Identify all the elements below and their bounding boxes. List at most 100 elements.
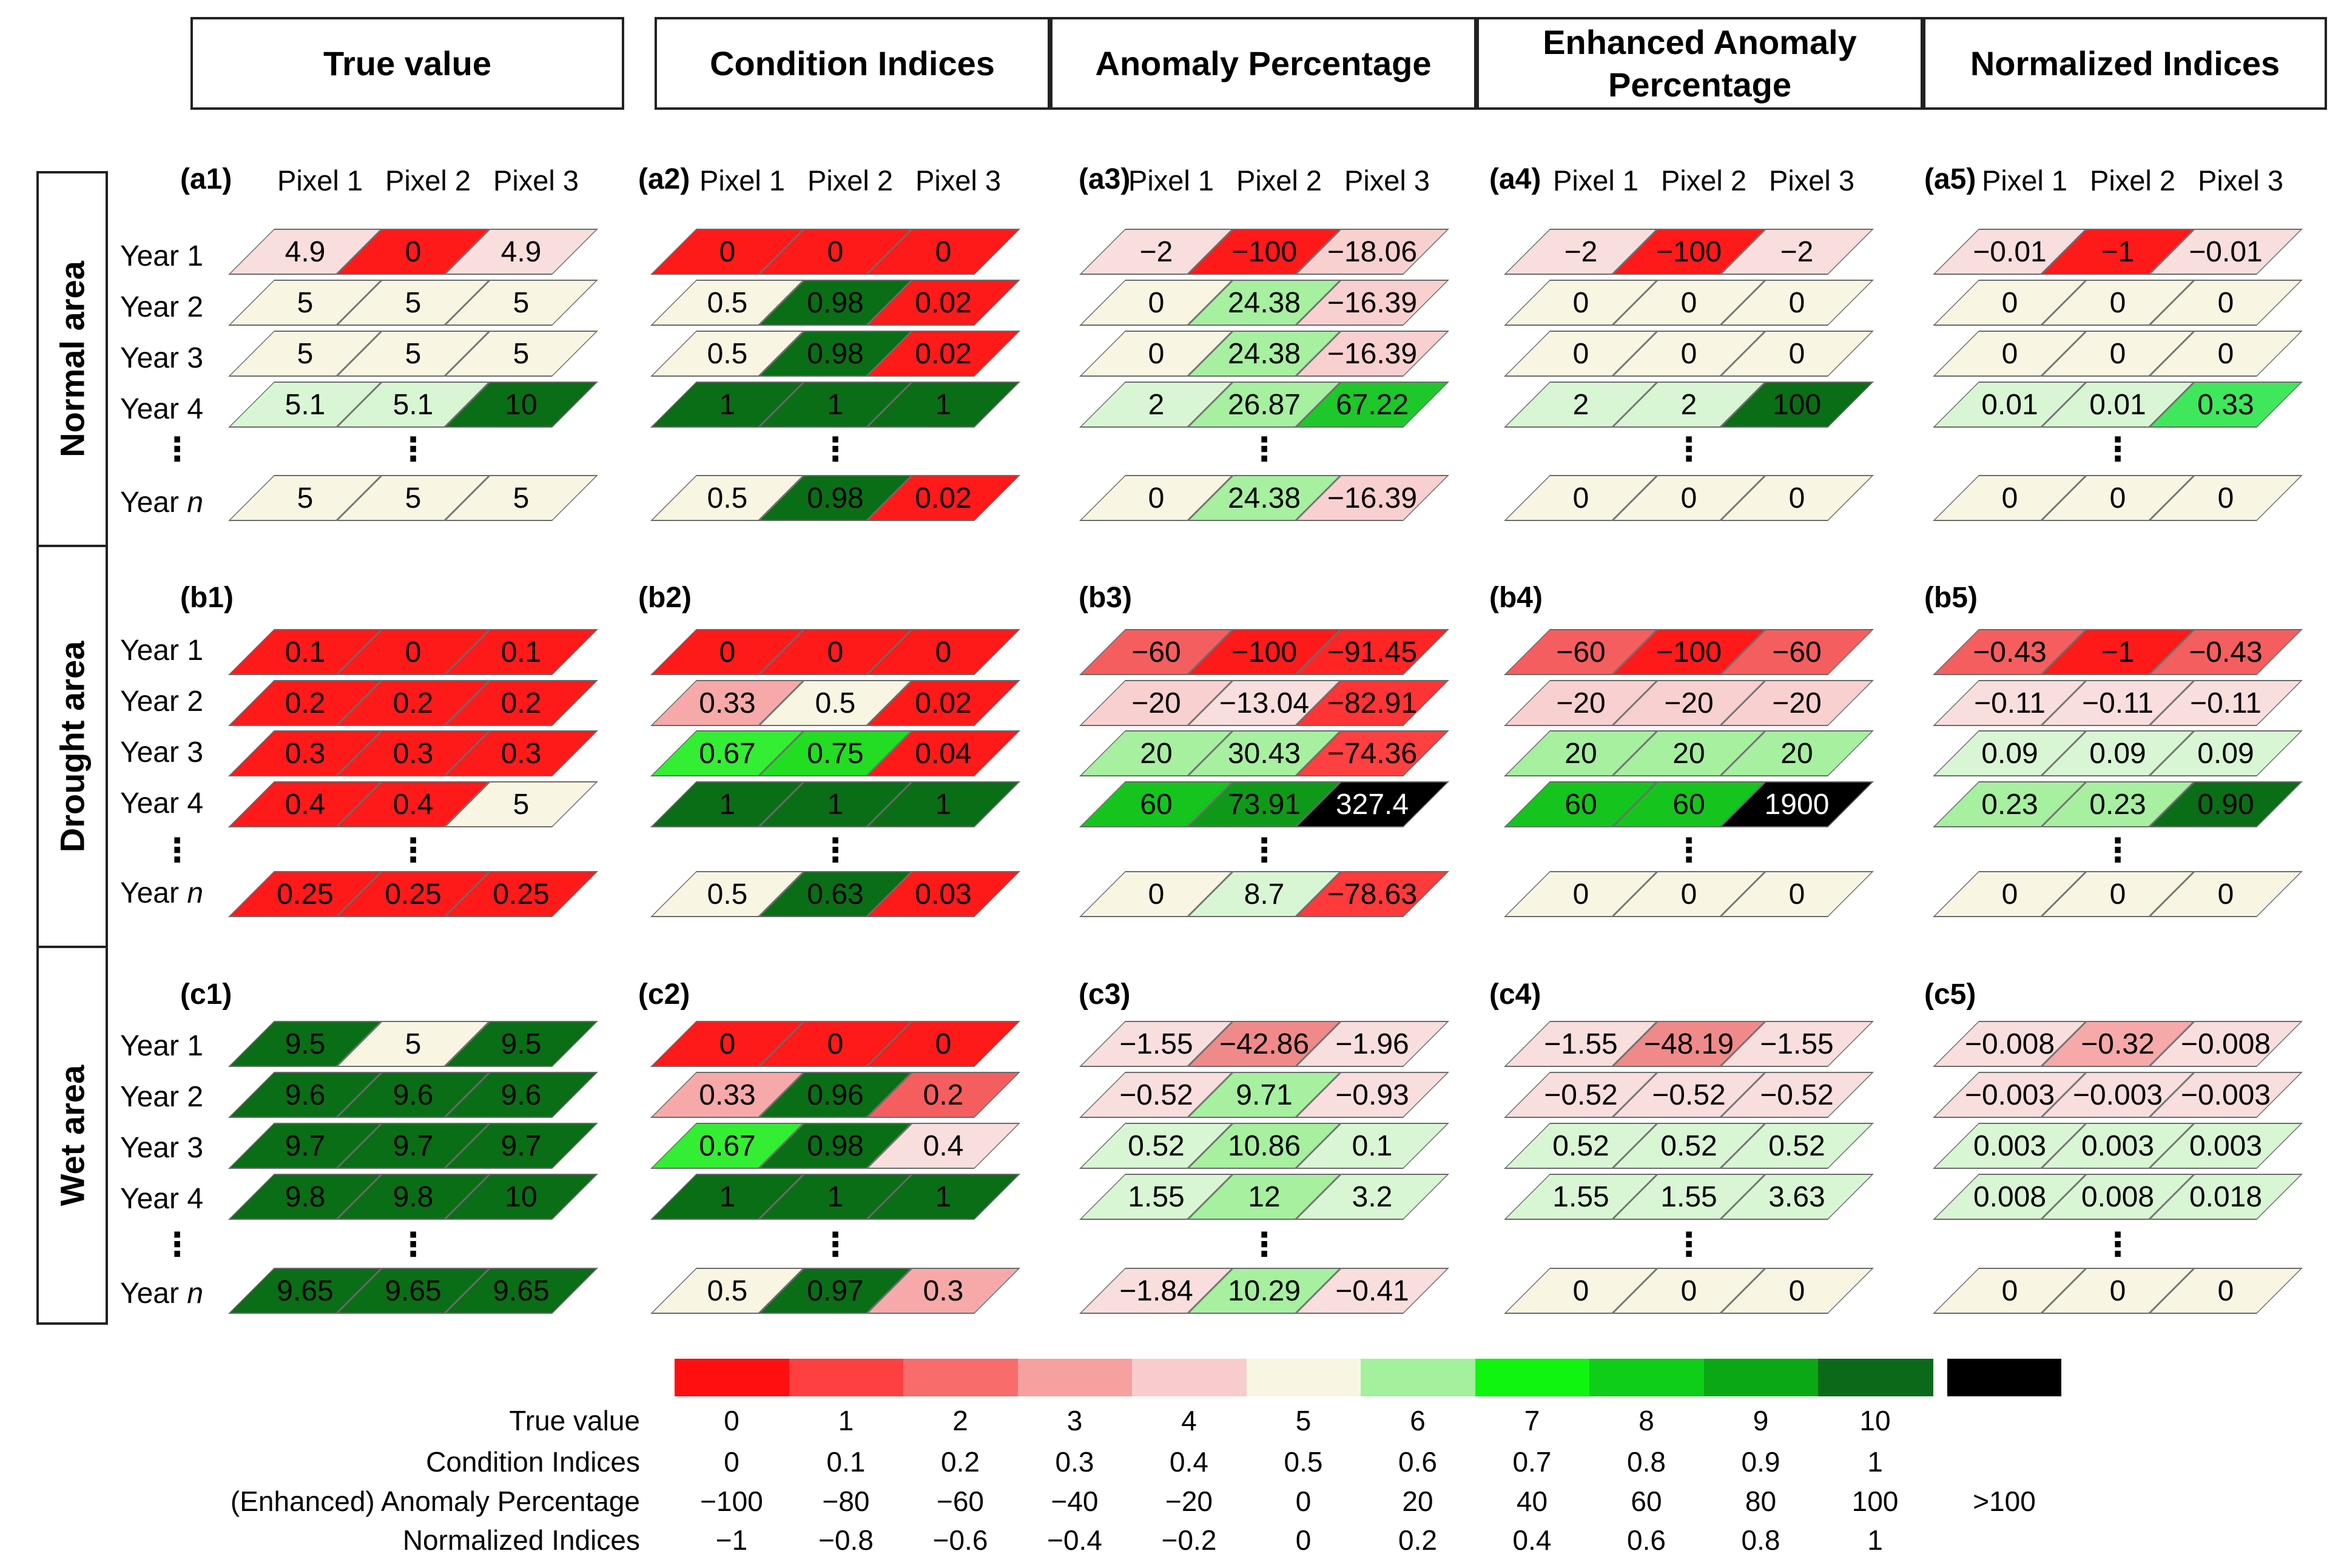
ellipsis-icon: ⋮ [397, 1226, 429, 1263]
legend-swatch [789, 1359, 904, 1396]
cell-value: 0 [2217, 1274, 2234, 1307]
cell-value: 0 [1788, 878, 1805, 910]
cell-value: 0.3 [923, 1274, 964, 1307]
ellipsis-icon: ⋮ [397, 431, 429, 468]
legend-swatch-over-100 [1947, 1359, 2061, 1396]
pixel-cell: 0.52 [1720, 1123, 1874, 1169]
pixel-cell: 0.52 [1504, 1123, 1658, 1169]
pixel-cell: 5 [444, 331, 598, 377]
legend-swatch [1246, 1359, 1361, 1396]
cell-value: 0.52 [1768, 1129, 1825, 1162]
cell-value: 0.02 [915, 482, 972, 514]
pixel-cell: 1 [650, 382, 804, 428]
pixel-cell: 0.03 [866, 871, 1020, 917]
pixel-cell: 5 [444, 781, 598, 827]
pixel-cell: −20 [1720, 680, 1874, 726]
pixel-cell: −0.003 [2149, 1072, 2303, 1118]
cell-value: 20 [1140, 737, 1173, 770]
column-header-line: Enhanced Anomaly [1543, 22, 1857, 61]
pixel-cell: 0 [1720, 871, 1874, 917]
cell-value: 0.33 [699, 687, 756, 719]
legend-value: 20 [1402, 1486, 1433, 1517]
cell-value: 9.65 [277, 1274, 334, 1307]
cell-value: 0 [1572, 482, 1589, 514]
pixel-cell: −48.19 [1612, 1021, 1766, 1067]
legend-value: −60 [936, 1486, 985, 1517]
pixel-cell: 0 [1933, 871, 2087, 917]
cell-value: 0.96 [807, 1078, 864, 1111]
pixel-cell: 0.98 [758, 475, 912, 521]
cell-value: 0.3 [285, 737, 326, 770]
cell-value: 5 [405, 286, 422, 319]
cell-value: 0.01 [2089, 388, 2146, 421]
panel-label: (c1) [180, 978, 232, 1011]
pixel-cell: 0.003 [2041, 1123, 2195, 1169]
pixel-cell: −42.86 [1187, 1021, 1341, 1067]
pixel-cell: 0 [1933, 1268, 2087, 1314]
pixel-cell: 0.02 [866, 280, 1020, 326]
cell-value: 0.25 [277, 878, 334, 910]
cell-value: −20 [1556, 687, 1606, 719]
cell-value: 0.52 [1660, 1129, 1717, 1162]
cell-value: 1 [827, 788, 844, 821]
pixel-cell: 5 [228, 280, 382, 326]
pixel-column-label: Pixel 2 [385, 164, 471, 197]
cell-value: 0.008 [2081, 1180, 2155, 1213]
cell-value: −0.93 [1335, 1078, 1409, 1111]
pixel-cell: 0 [1933, 280, 2087, 326]
legend-row-label: (Enhanced) Anomaly Percentage [230, 1486, 640, 1517]
pixel-cell: 1 [650, 1174, 804, 1220]
ellipsis-icon: ⋮ [819, 1226, 852, 1263]
cell-value: −1.96 [1335, 1028, 1409, 1060]
legend-value: −0.6 [932, 1524, 988, 1556]
pixel-cell: 0 [1612, 475, 1766, 521]
pixel-cell: −0.52 [1612, 1072, 1766, 1118]
pixel-cell: 0 [1504, 280, 1658, 326]
column-header-line: Condition Indices [710, 44, 995, 82]
cell-value: 0 [2109, 878, 2126, 910]
cell-value: 0 [719, 235, 736, 268]
pixel-cell: −0.93 [1295, 1072, 1449, 1118]
legend-value: 0.5 [1284, 1446, 1323, 1478]
legend-value: 9 [1753, 1405, 1769, 1436]
pixel-cell: −20 [1504, 680, 1658, 726]
cell-value: 20 [1564, 737, 1597, 770]
cell-value: 1 [719, 388, 736, 421]
pixel-cell: 0.2 [866, 1072, 1020, 1118]
cell-value: 0.25 [493, 878, 550, 910]
cell-value: 0.5 [707, 482, 748, 514]
pixel-cell: 5 [444, 280, 598, 326]
column-header-text: Condition Indices [710, 42, 995, 85]
cell-value: 0.1 [500, 636, 542, 668]
column-header-text: Normalized Indices [1970, 42, 2280, 85]
cell-value: 0.75 [807, 737, 864, 770]
cell-value: 9.71 [1236, 1078, 1293, 1111]
pixel-cell: 2 [1079, 382, 1233, 428]
panel-label: (a3) [1079, 163, 1131, 195]
cell-value: −60 [1556, 636, 1606, 668]
pixel-cell: 0 [866, 1021, 1020, 1067]
pixel-cell: 0.67 [650, 1123, 804, 1169]
pixel-cell: 0.09 [2149, 730, 2303, 776]
pixel-cell: 0 [1504, 1268, 1658, 1314]
cell-value: 10.29 [1227, 1274, 1301, 1307]
pixel-cell: 0.3 [336, 730, 490, 776]
ellipsis-icon: ⋮ [397, 832, 429, 869]
pixel-cell: 67.22 [1295, 382, 1449, 428]
ellipsis-icon: ⋮ [819, 431, 852, 468]
cell-value: 0 [1680, 482, 1697, 514]
cell-value: 0.67 [699, 1129, 756, 1162]
cell-value: −74.36 [1327, 737, 1418, 770]
pixel-cell: 0.96 [758, 1072, 912, 1118]
pixel-cell: −60 [1079, 629, 1233, 675]
pixel-cell: 0 [1079, 331, 1233, 377]
cell-value: 9.7 [285, 1129, 326, 1162]
legend-swatch [1818, 1359, 1933, 1396]
cell-value: 0 [1148, 878, 1165, 910]
pixel-cell: 26.87 [1187, 382, 1341, 428]
cell-value: 0 [2109, 482, 2126, 514]
pixel-cell: 0 [1079, 280, 1233, 326]
ellipsis-icon: ⋮ [2101, 832, 2134, 869]
cell-value: 0.3 [500, 737, 542, 770]
pixel-cell: 0.52 [1612, 1123, 1766, 1169]
